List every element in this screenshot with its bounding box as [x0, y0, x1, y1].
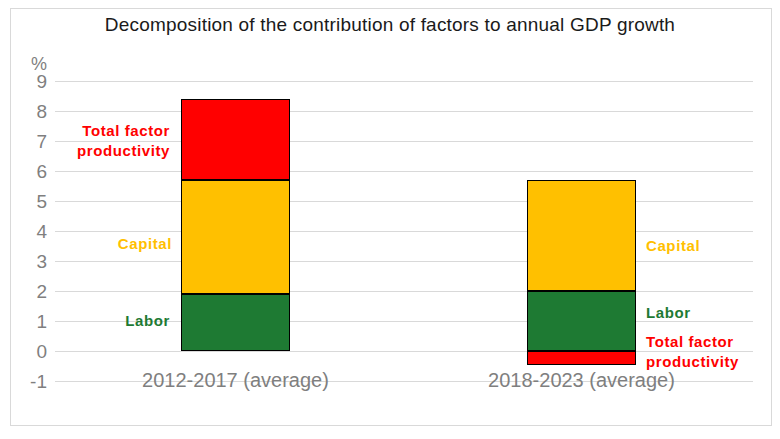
y-axis-tick-label: 5	[7, 192, 47, 211]
chart-title: Decomposition of the contribution of fac…	[0, 14, 780, 36]
gridline-y4	[55, 231, 753, 232]
bar-segment-capital	[181, 180, 290, 294]
gridline-y5	[55, 201, 753, 202]
gridline-y3	[55, 261, 753, 262]
series-label-total-factor-productivity: Total factorproductivity	[646, 332, 739, 372]
gridline-y6	[55, 171, 753, 172]
x-axis-category-label: 2018-2023 (average)	[488, 370, 675, 390]
y-axis-tick-label: 1	[7, 312, 47, 331]
series-label-line: productivity	[646, 352, 739, 372]
bar-segment-total-factor-productivity	[527, 351, 636, 365]
series-label-capital: Capital	[646, 236, 700, 256]
y-axis-tick-label: 7	[7, 132, 47, 151]
series-label-line: Labor	[646, 303, 691, 323]
bar-segment-capital	[527, 180, 636, 291]
bar-segment-labor	[527, 291, 636, 351]
series-label-line: Total factor	[77, 121, 170, 141]
gridline-y8	[55, 111, 753, 112]
y-axis-tick-label: 9	[7, 72, 47, 91]
series-label-line: productivity	[77, 141, 170, 161]
series-label-line: Labor	[125, 311, 170, 331]
y-axis-tick-label: 3	[7, 252, 47, 271]
series-label-labor: Labor	[646, 303, 691, 323]
y-axis-tick-label: -1	[7, 372, 47, 391]
series-label-line: Total factor	[646, 332, 739, 352]
x-axis-category-label: 2012-2017 (average)	[142, 370, 329, 390]
y-axis-tick-label: 4	[7, 222, 47, 241]
gdp-decomposition-chart: Decomposition of the contribution of fac…	[0, 0, 780, 439]
gridline-y2	[55, 291, 753, 292]
series-label-capital: Capital	[118, 234, 172, 254]
y-axis-tick-label: 8	[7, 102, 47, 121]
bar-segment-labor	[181, 294, 290, 351]
y-axis-tick-label: 0	[7, 342, 47, 361]
bar-segment-total-factor-productivity	[181, 99, 290, 180]
series-label-total-factor-productivity: Total factorproductivity	[77, 121, 170, 161]
y-axis-tick-label: 6	[7, 162, 47, 181]
series-label-line: Capital	[118, 234, 172, 254]
series-label-line: Capital	[646, 236, 700, 256]
series-label-labor: Labor	[125, 311, 170, 331]
gridline-y9	[55, 81, 753, 82]
y-axis-tick-label: 2	[7, 282, 47, 301]
